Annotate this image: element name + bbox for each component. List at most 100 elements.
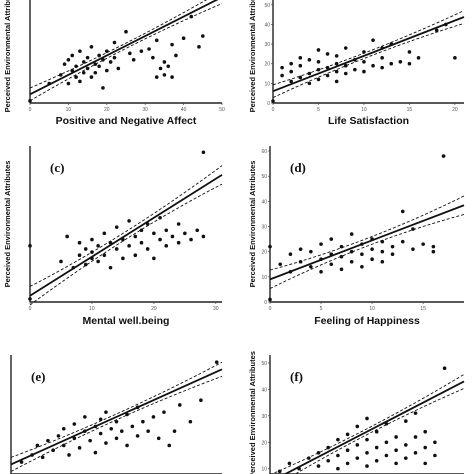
data-point — [162, 410, 166, 414]
chart-panel-6: 10 20 30 40 50 (f) Perceived Environmental Att… — [248, 351, 465, 474]
data-point — [365, 437, 369, 442]
data-point — [97, 53, 101, 58]
data-point — [298, 259, 303, 264]
data-point — [339, 244, 344, 249]
y-tick-label: 10 — [264, 81, 270, 87]
confidence-lower-line — [29, 3, 223, 102]
x-axis-label: Mental well.being — [83, 315, 170, 327]
x-axis-label: Life Satisfaction — [328, 115, 409, 127]
data-point — [201, 150, 206, 155]
data-point — [404, 456, 408, 460]
data-point — [319, 257, 323, 262]
data-point — [411, 247, 415, 251]
data-point — [326, 445, 331, 450]
data-point — [104, 410, 108, 414]
data-point — [365, 464, 369, 468]
data-point — [288, 252, 293, 256]
data-point — [78, 49, 82, 53]
data-point — [365, 416, 369, 421]
y-tick-label: 50 — [264, 3, 270, 9]
confidence-lower-line — [269, 214, 465, 289]
data-point — [287, 461, 292, 466]
data-point — [355, 424, 360, 429]
data-point — [112, 55, 117, 60]
data-point — [77, 240, 82, 245]
data-point — [268, 244, 272, 249]
regression-line — [10, 368, 223, 466]
data-point — [201, 34, 205, 38]
data-point — [195, 228, 200, 233]
data-point — [349, 249, 354, 254]
data-point — [316, 48, 321, 52]
data-point — [74, 64, 78, 69]
data-point — [345, 448, 350, 453]
data-point — [380, 46, 384, 50]
data-point — [128, 51, 132, 56]
data-point — [164, 244, 169, 248]
data-point — [105, 68, 109, 73]
data-point — [154, 38, 159, 43]
data-point — [319, 270, 323, 274]
data-point — [90, 250, 94, 254]
data-point — [277, 469, 282, 474]
y-tick-label: 30 — [264, 42, 270, 48]
data-point — [145, 247, 150, 251]
data-point — [28, 99, 32, 103]
confidence-lower-line — [10, 375, 223, 472]
data-point — [339, 267, 344, 272]
data-point — [121, 256, 125, 261]
data-point — [176, 240, 181, 245]
data-point — [108, 60, 113, 64]
data-point — [172, 429, 177, 433]
data-point — [105, 49, 109, 53]
data-point — [453, 56, 457, 60]
data-point — [98, 431, 103, 436]
data-point — [102, 253, 107, 257]
data-point — [116, 66, 121, 71]
data-point — [370, 237, 374, 241]
data-point — [70, 68, 75, 73]
data-point — [400, 209, 405, 214]
data-point — [407, 50, 412, 54]
data-point — [83, 262, 88, 267]
data-point — [380, 259, 385, 264]
data-point — [278, 262, 283, 267]
data-point — [67, 453, 71, 457]
data-point — [61, 426, 66, 431]
data-point — [442, 366, 447, 371]
data-point — [93, 450, 98, 455]
data-point — [101, 86, 105, 90]
x-tick-label: 30 — [213, 306, 219, 312]
data-point — [35, 443, 40, 448]
data-point — [433, 440, 437, 445]
data-point — [353, 67, 357, 72]
data-point — [329, 237, 334, 241]
data-point — [83, 429, 87, 433]
y-tick-label: 50 — [261, 174, 267, 180]
data-point — [83, 247, 88, 251]
data-point — [93, 70, 98, 75]
data-point — [151, 55, 155, 60]
data-point — [147, 47, 151, 51]
data-point — [125, 412, 129, 417]
y-axis-label: Perceived Environmental Attributes — [248, 161, 257, 288]
x-tick-label: 30 — [142, 107, 148, 113]
data-point — [298, 63, 303, 68]
panel-label: (e) — [31, 369, 45, 384]
data-point — [93, 424, 98, 429]
data-point — [407, 61, 412, 66]
data-point — [416, 56, 421, 60]
chart-panel-2: 0 5 10 15 20 0 10 20 30 40 50 Life Satisfaction Perc… — [248, 0, 465, 127]
data-point — [336, 453, 340, 458]
data-point — [413, 451, 418, 455]
data-point — [162, 73, 167, 77]
data-point — [345, 432, 350, 437]
data-point — [319, 242, 323, 246]
data-point — [30, 453, 34, 457]
confidence-upper-line — [10, 361, 223, 458]
data-point — [28, 297, 32, 301]
data-point — [170, 75, 174, 79]
data-point — [431, 249, 436, 254]
data-point — [166, 64, 171, 69]
data-point — [114, 225, 119, 229]
